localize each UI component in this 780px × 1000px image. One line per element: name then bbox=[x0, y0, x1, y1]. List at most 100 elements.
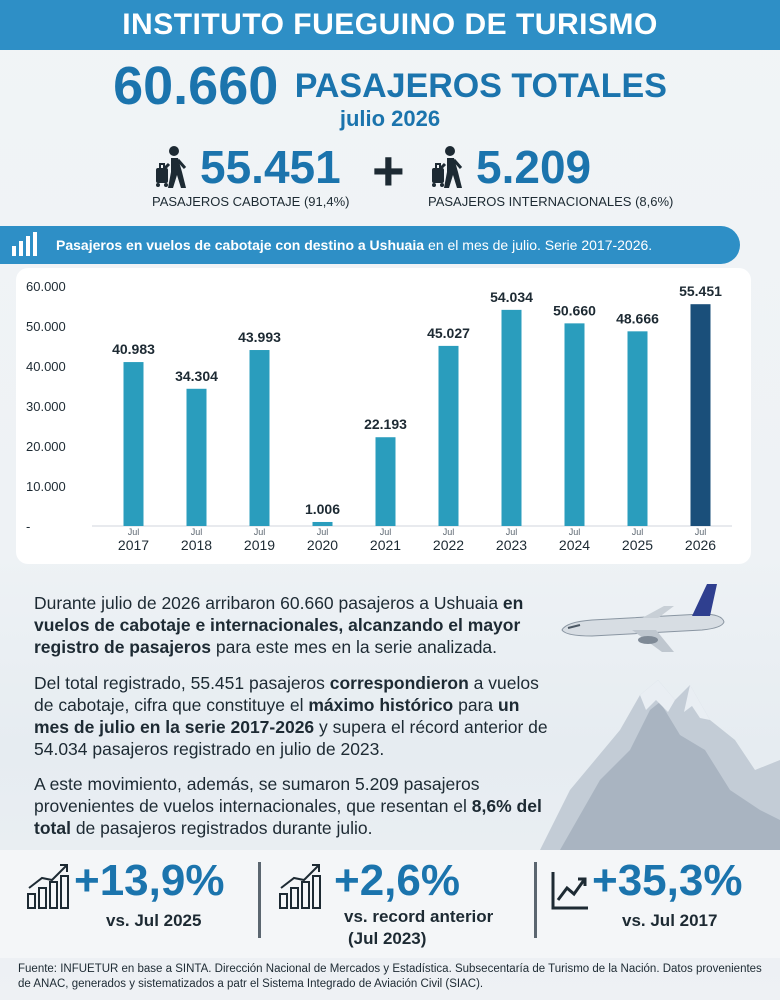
bar-value-label: 34.304 bbox=[175, 368, 218, 384]
bar-chart: - 10.000 20.000 30.000 40.000 50.000 60.000 40.… bbox=[26, 279, 732, 553]
paragraph-text: A este movimiento, además, se sumaron 5.… bbox=[34, 774, 480, 816]
kpi-divider bbox=[534, 862, 537, 938]
y-tick-label: - bbox=[26, 519, 30, 534]
paragraph-domestic: Del total registrado, 55.451 pasajeros c… bbox=[34, 672, 554, 760]
paragraph-bold: un mes de julio en la serie 2017-2026 bbox=[34, 695, 520, 737]
y-tick-label: 30.000 bbox=[26, 399, 66, 414]
domestic-stat: 55.451 PASAJEROS CABOTAJE (91,4%) bbox=[152, 140, 349, 209]
bar bbox=[249, 350, 270, 526]
x-tick-label: 2019 bbox=[244, 537, 275, 553]
source-note: Fuente: INFUETUR en base a SINTA. Direcc… bbox=[18, 963, 762, 990]
traveler-icon bbox=[432, 146, 463, 188]
bar-chart-icon bbox=[12, 232, 37, 256]
kpi-caption-secondary: (Jul 2023) bbox=[348, 929, 427, 948]
kpi-value: +2,6% bbox=[334, 856, 460, 905]
x-tick-month: Jul bbox=[695, 527, 707, 537]
paragraph-bold: correspondieron bbox=[329, 673, 469, 693]
chart-card: - 10.000 20.000 30.000 40.000 50.000 60.000 40.… bbox=[16, 268, 751, 564]
chart-header-bold: Pasajeros en vuelos de cabotaje con dest… bbox=[56, 237, 425, 253]
paragraph-international: A este movimiento, además, se sumaron 5.… bbox=[34, 773, 554, 839]
x-tick-month: Jul bbox=[380, 527, 392, 537]
international-stat: 5.209 PASAJEROS INTERNACIONALES (8,6%) bbox=[428, 140, 673, 209]
total-label: PASAJEROS TOTALES bbox=[294, 66, 667, 105]
kpi-vs-jul-2017: +35,3% vs. Jul 2017 bbox=[550, 856, 765, 948]
paragraph-text: Del total registrado, 55.451 pasajeros bbox=[34, 673, 330, 693]
bar-value-label: 55.451 bbox=[679, 283, 722, 299]
x-tick-label: 2017 bbox=[118, 537, 149, 553]
kpi-vs-jul-2025: +13,9% vs. Jul 2025 bbox=[26, 856, 256, 948]
total-value: 60.660 bbox=[113, 56, 279, 116]
paragraph-text: Durante julio de 2026 arribaron 60.660 p… bbox=[34, 593, 503, 613]
x-tick-month: Jul bbox=[128, 527, 140, 537]
month-label: julio 2026 bbox=[339, 106, 441, 131]
x-tick-month: Jul bbox=[317, 527, 329, 537]
bar-value-label: 22.193 bbox=[364, 416, 407, 432]
domestic-value: 55.451 bbox=[200, 141, 341, 193]
x-tick-month: Jul bbox=[254, 527, 266, 537]
kpi-vs-record: +2,6% vs. record anterior (Jul 2023) bbox=[278, 856, 518, 950]
kpi-divider bbox=[258, 862, 261, 938]
total-passengers: 60.660 PASAJEROS TOTALES bbox=[0, 55, 780, 117]
bar bbox=[186, 388, 207, 526]
kpi-caption: vs. Jul 2025 bbox=[106, 911, 202, 930]
paragraph-summary: Durante julio de 2026 arribaron 60.660 p… bbox=[34, 592, 554, 658]
bar bbox=[438, 345, 459, 526]
x-tick-label: 2024 bbox=[559, 537, 590, 553]
bar bbox=[627, 331, 648, 526]
kpi-caption: vs. record anterior bbox=[344, 907, 494, 926]
bar-value-label: 45.027 bbox=[427, 325, 470, 341]
growth-chart-icon bbox=[279, 864, 321, 909]
growth-chart-icon bbox=[27, 864, 69, 909]
bar bbox=[312, 521, 333, 526]
trend-up-icon bbox=[551, 872, 588, 910]
airplane-image bbox=[561, 584, 725, 652]
bar-value-label: 50.660 bbox=[553, 302, 596, 318]
x-tick-label: 2026 bbox=[685, 537, 716, 553]
paragraph-bold: en vuelos de cabotaje e internacionales,… bbox=[34, 593, 524, 657]
x-tick-label: 2018 bbox=[181, 537, 212, 553]
paragraph-text: y supera el récord anterior de 54.034 pa… bbox=[34, 717, 548, 759]
paragraph-text: para bbox=[453, 695, 498, 715]
bar bbox=[564, 323, 585, 526]
x-tick-month: Jul bbox=[443, 527, 455, 537]
y-tick-label: 50.000 bbox=[26, 319, 66, 334]
x-tick-month: Jul bbox=[191, 527, 203, 537]
y-tick-label: 20.000 bbox=[26, 439, 66, 454]
bar-value-label: 48.666 bbox=[616, 310, 659, 326]
header-banner: INSTITUTO FUEGUINO DE TURISMO bbox=[0, 0, 780, 50]
chart-header: Pasajeros en vuelos de cabotaje con dest… bbox=[0, 226, 740, 264]
bar-value-label: 1.006 bbox=[305, 501, 340, 517]
x-tick-month: Jul bbox=[632, 527, 644, 537]
paragraph-text: de pasajeros registrados durante julio. bbox=[70, 818, 373, 838]
paragraph-text: a vuelos de cabotaje, cifra que constitu… bbox=[34, 673, 539, 715]
paragraph-bold: 8,6% del total bbox=[34, 796, 542, 838]
mountain-image bbox=[540, 680, 780, 850]
kpi-caption: vs. Jul 2017 bbox=[622, 911, 718, 930]
header-title: INSTITUTO FUEGUINO DE TURISMO bbox=[122, 8, 658, 41]
x-tick-month: Jul bbox=[569, 527, 581, 537]
bar bbox=[690, 304, 711, 526]
y-tick-label: 10.000 bbox=[26, 479, 66, 494]
plus-sign: + bbox=[372, 139, 405, 202]
kpi-band bbox=[0, 850, 780, 958]
bar-value-label: 54.034 bbox=[490, 289, 533, 305]
bar bbox=[501, 309, 522, 526]
bar-value-label: 43.993 bbox=[238, 329, 281, 345]
x-tick-month: Jul bbox=[506, 527, 518, 537]
international-value: 5.209 bbox=[476, 141, 592, 193]
chart-header-rest: en el mes de julio. Serie 2017-2026. bbox=[428, 237, 653, 253]
bar bbox=[375, 437, 396, 526]
x-tick-label: 2020 bbox=[307, 537, 338, 553]
domestic-caption: PASAJEROS CABOTAJE (91,4%) bbox=[152, 194, 350, 209]
paragraph-text: para este mes en la serie analizada. bbox=[211, 637, 498, 657]
x-tick-label: 2025 bbox=[622, 537, 653, 553]
x-tick-label: 2023 bbox=[496, 537, 527, 553]
traveler-icon bbox=[156, 146, 187, 188]
y-tick-label: 60.000 bbox=[26, 279, 66, 294]
x-tick-label: 2022 bbox=[433, 537, 464, 553]
kpi-value: +35,3% bbox=[592, 856, 743, 905]
bar bbox=[123, 362, 144, 526]
bar-value-label: 40.983 bbox=[112, 341, 155, 357]
y-tick-label: 40.000 bbox=[26, 359, 66, 374]
international-caption: PASAJEROS INTERNACIONALES (8,6%) bbox=[428, 194, 674, 209]
